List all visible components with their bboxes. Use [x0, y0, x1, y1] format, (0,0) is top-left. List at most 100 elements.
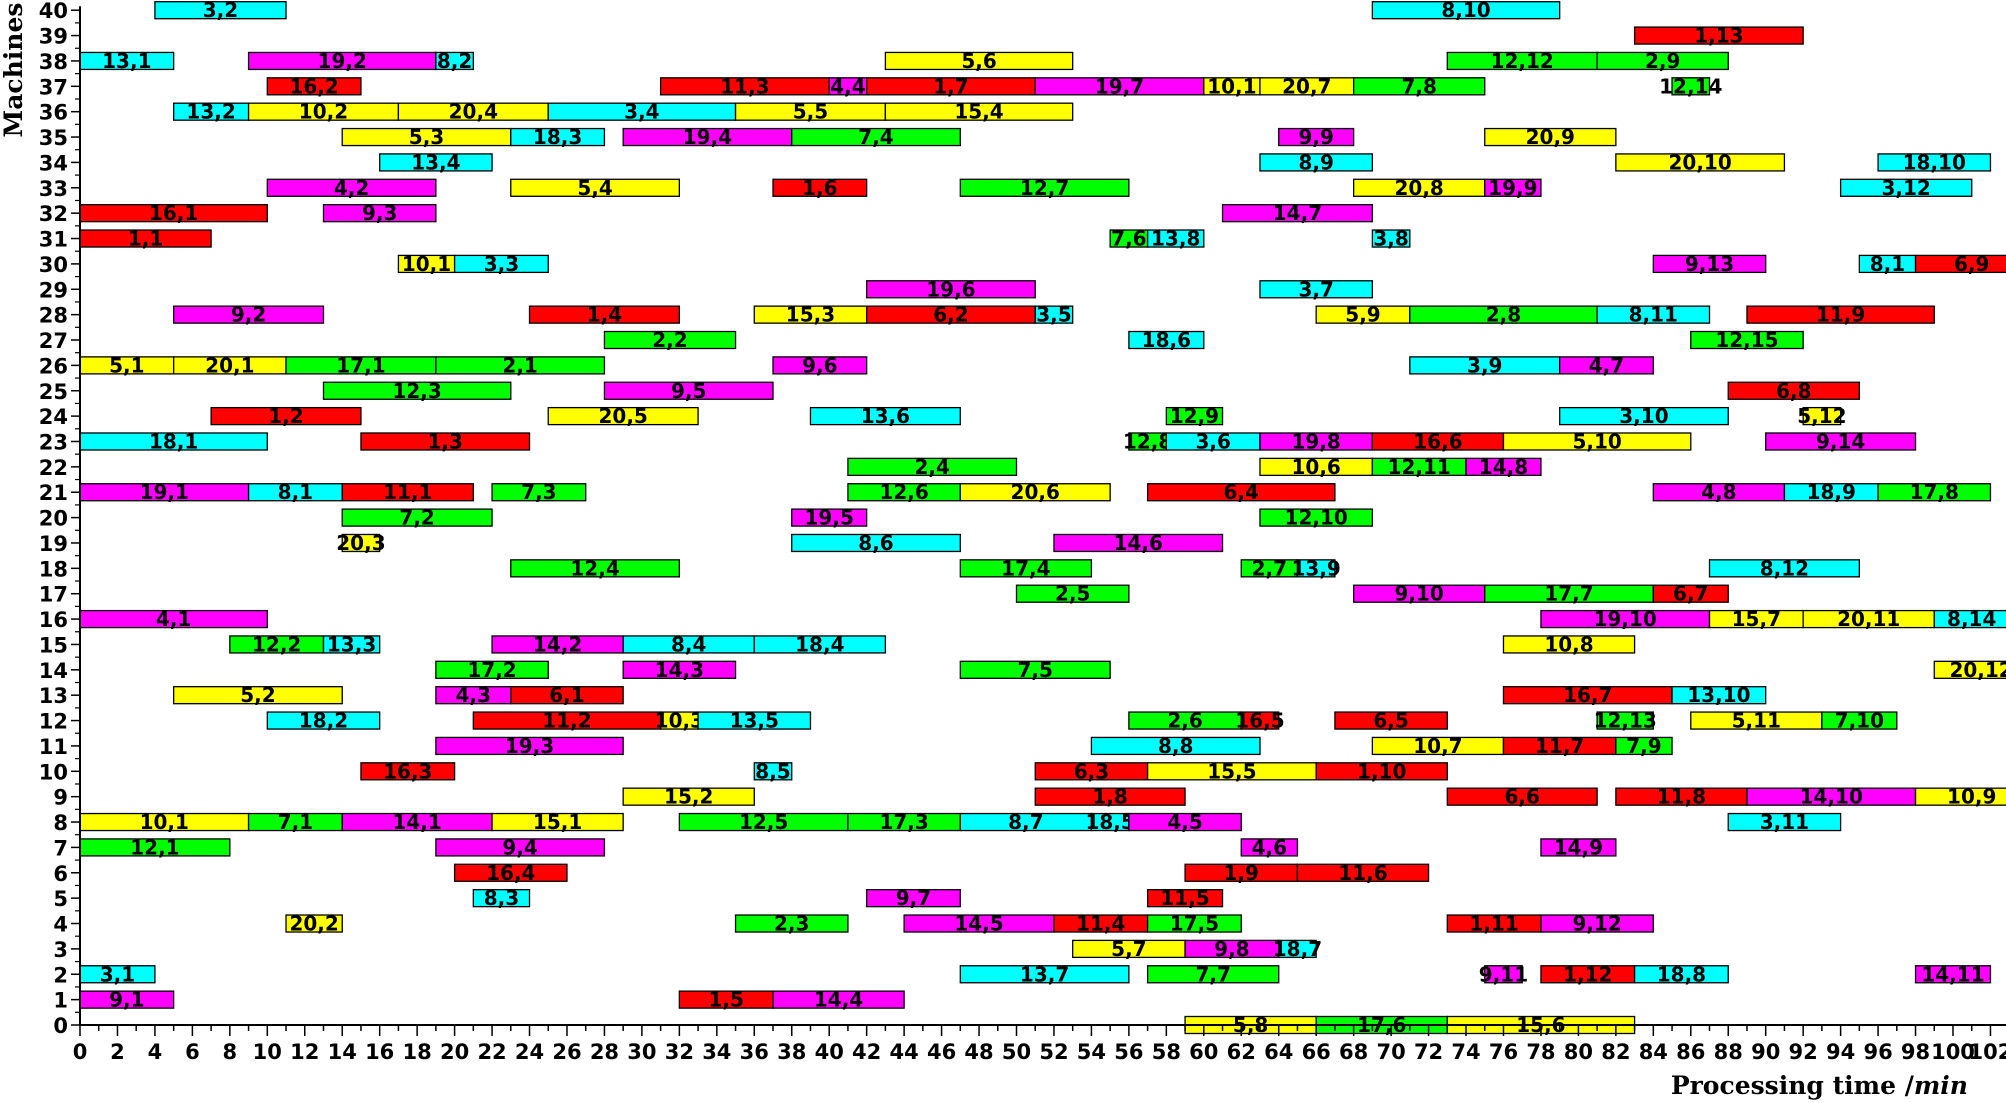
task-bar: 20,12 — [1933, 658, 2006, 682]
task-bar: 3,3 — [453, 252, 549, 276]
y-tick-label: 38 — [39, 50, 68, 74]
task-bar: 20,6 — [959, 480, 1111, 504]
task-bar: 3,2 — [154, 0, 287, 22]
task-bar: 8,11 — [1596, 303, 1711, 327]
task-bar: 13,2 — [172, 100, 250, 124]
y-tick-label: 11 — [39, 735, 68, 759]
task-bar-rect — [603, 381, 774, 400]
task-bar-rect — [1128, 330, 1205, 350]
task-bar: 12,1 — [79, 835, 231, 859]
task-bar: 20,1 — [172, 353, 287, 377]
task-bar-rect — [1727, 812, 1842, 832]
task-bar: 8,4 — [622, 632, 755, 656]
x-tick-label: 86 — [1676, 1040, 1705, 1064]
y-tick-label: 35 — [39, 126, 68, 150]
task-bar: 18,4 — [753, 632, 887, 656]
task-bar-label: 20,1 — [205, 353, 254, 377]
task-bar-label: 13,6 — [861, 404, 910, 428]
task-bar: 9,13 — [1652, 252, 1767, 276]
task-bar-label: 5,9 — [1345, 303, 1380, 327]
task-bar-label: 10,6 — [1292, 455, 1341, 479]
task-bar: 1,8 — [1034, 785, 1186, 809]
task-bar-label: 13,5 — [730, 709, 779, 733]
task-bar-label: 17,7 — [1544, 582, 1593, 606]
task-bar-rect — [1015, 584, 1130, 603]
task-bar-label: 4,1 — [156, 607, 191, 631]
task-bar: 5,1 — [79, 353, 175, 377]
task-bar-rect — [603, 330, 737, 350]
task-bar-label: 18,8 — [1657, 962, 1706, 986]
task-bar-label: 20,9 — [1526, 125, 1575, 149]
task-bar-label: 11,9 — [1816, 303, 1865, 327]
task-bar: 3,7 — [1259, 277, 1374, 301]
y-tick-label: 25 — [39, 380, 68, 404]
task-bar: 12,6 — [847, 480, 961, 504]
task-bar: 4,8 — [1652, 480, 1786, 504]
task-bar: 18,5 — [1085, 810, 1134, 834]
task-bar-label: 18,6 — [1142, 328, 1191, 352]
task-bar-rect — [172, 305, 325, 324]
task-bar-label: 1,7 — [933, 74, 968, 98]
task-bar-label: 2,2 — [652, 328, 687, 352]
task-bar-label: 8,14 — [1947, 607, 1996, 631]
task-bar: 2,1 — [435, 353, 606, 377]
task-bar: 1,10 — [1315, 759, 1448, 783]
task-bar-rect — [959, 660, 1111, 679]
task-bar: 2,3 — [734, 912, 849, 936]
task-bar-rect — [1633, 26, 1804, 45]
task-bar-label: 8,4 — [671, 632, 706, 656]
task-bar: 7,6 — [1109, 227, 1149, 251]
task-bar-rect — [1802, 406, 1842, 426]
task-bar-label: 14,6 — [1114, 531, 1163, 555]
task-bar: 14,3 — [622, 658, 737, 682]
task-bar: 3,6 — [1165, 429, 1261, 453]
task-bar: 4,4 — [828, 74, 868, 98]
task-bar-label: 13,2 — [186, 100, 235, 124]
x-tick-label: 26 — [552, 1040, 581, 1064]
task-bar: 16,4 — [453, 861, 568, 885]
task-bar: 4,2 — [266, 176, 437, 200]
task-bar: 20,3 — [336, 531, 385, 555]
task-bar: 6,5 — [1334, 709, 1448, 733]
task-bar-label: 14,8 — [1479, 455, 1528, 479]
y-tick-label: 40 — [39, 0, 68, 23]
task-bar-label: 3,6 — [1195, 429, 1230, 453]
task-bar-label: 8,3 — [484, 886, 519, 910]
task-bar: 3,10 — [1559, 404, 1729, 428]
task-bar-rect — [154, 1, 287, 20]
task-bar-rect — [772, 990, 905, 1009]
task-bar-label: 8,1 — [1870, 252, 1905, 276]
task-bar-label: 18,7 — [1273, 937, 1322, 961]
task-bar-label: 18,4 — [795, 632, 844, 656]
task-bar-rect — [172, 686, 343, 705]
task-bar: 19,4 — [622, 125, 793, 149]
task-bar: 14,8 — [1465, 455, 1542, 479]
task-bar-label: 18,3 — [533, 125, 582, 149]
x-tick-label: 54 — [1077, 1040, 1106, 1064]
task-bar-rect — [772, 178, 868, 197]
task-bar: 1,2 — [210, 404, 362, 428]
y-tick-label: 1 — [53, 989, 68, 1013]
task-bar-label: 15,7 — [1732, 607, 1781, 631]
task-bar-rect — [1315, 762, 1448, 781]
y-axis-title: Machines — [0, 3, 28, 138]
task-bar-rect — [697, 711, 812, 730]
x-tick-label: 2 — [110, 1040, 125, 1064]
task-bar-label: 11,4 — [1076, 912, 1125, 936]
task-bar: 4,7 — [1559, 353, 1654, 377]
task-bar: 9,9 — [1278, 125, 1355, 149]
task-bar: 9,12 — [1540, 912, 1654, 936]
task-bar-rect — [959, 483, 1111, 502]
task-bar-label: 19,3 — [505, 734, 554, 758]
task-bar-rect — [1502, 432, 1692, 451]
task-bar-rect — [1484, 127, 1617, 147]
task-bar: 5,5 — [734, 100, 887, 124]
task-bar-label: 3,10 — [1619, 404, 1668, 428]
task-bar: 19,5 — [791, 506, 868, 530]
task-bar-label: 8,10 — [1441, 0, 1490, 22]
task-bar-label: 4,6 — [1252, 835, 1287, 859]
task-bar-rect — [1446, 787, 1598, 806]
task-bar: 5,2 — [172, 683, 343, 707]
task-bar-rect — [1671, 77, 1711, 96]
tick-labels: 0 2 4 6 8 10 12 14 16 18 20 22 24 26 28 30 32 34 36 38 40 42 4… — [39, 0, 2006, 1064]
